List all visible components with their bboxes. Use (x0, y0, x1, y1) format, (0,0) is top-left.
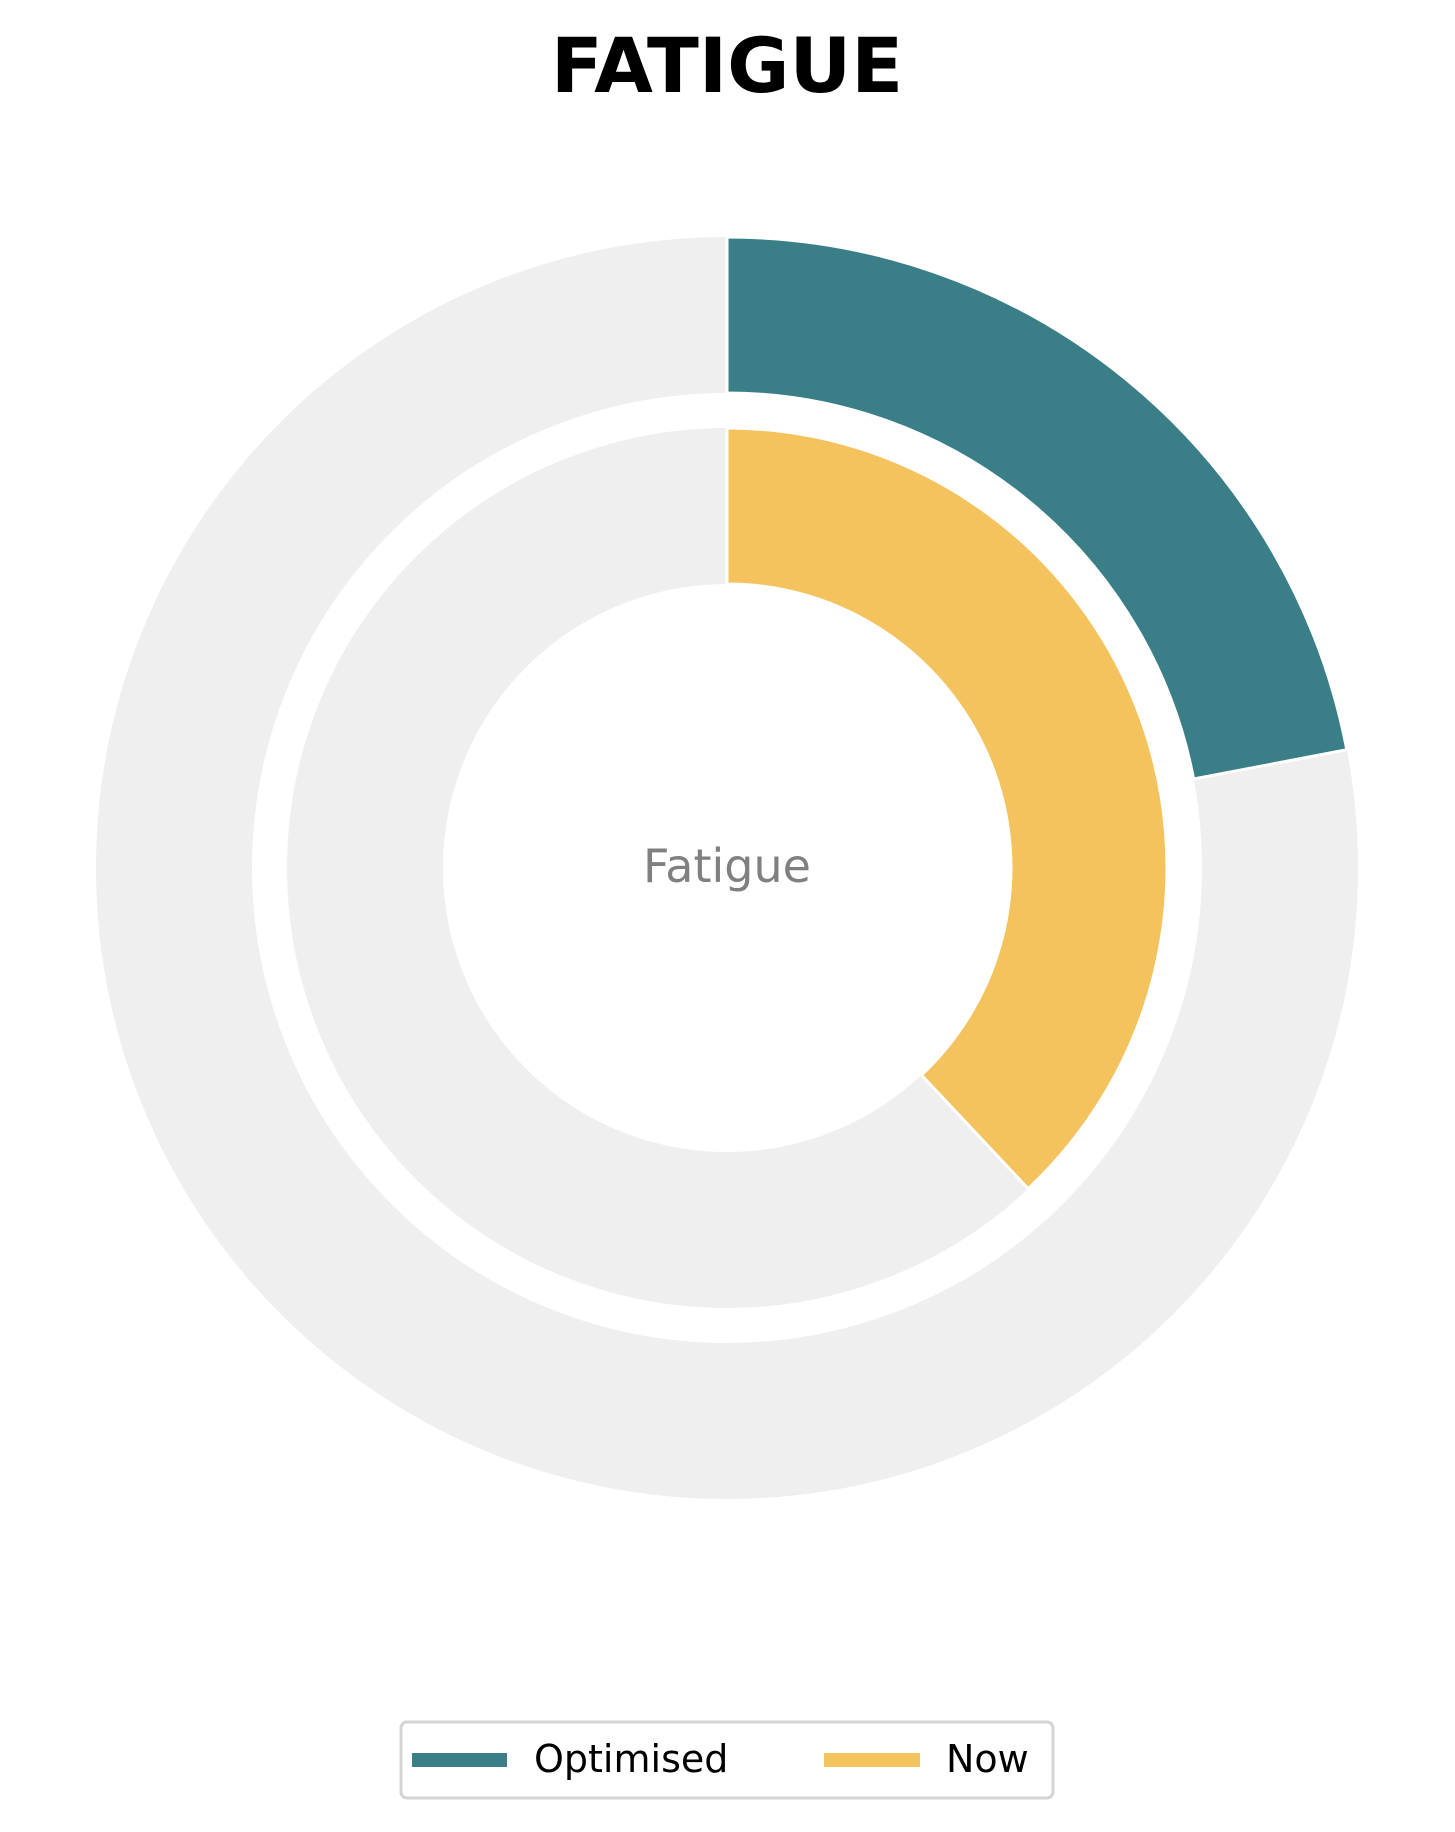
outer-ring-segment-optimised (725, 235, 1349, 781)
legend-label-optimised: Optimised (534, 1737, 728, 1781)
legend-box (399, 1720, 1055, 1800)
chart-title: FATIGUE (551, 21, 903, 110)
inner-ring-segment-now (725, 426, 1169, 1191)
center-label: Fatigue (643, 839, 811, 893)
legend: Optimised Now (399, 1720, 1055, 1800)
legend-label-now: Now (946, 1737, 1029, 1781)
